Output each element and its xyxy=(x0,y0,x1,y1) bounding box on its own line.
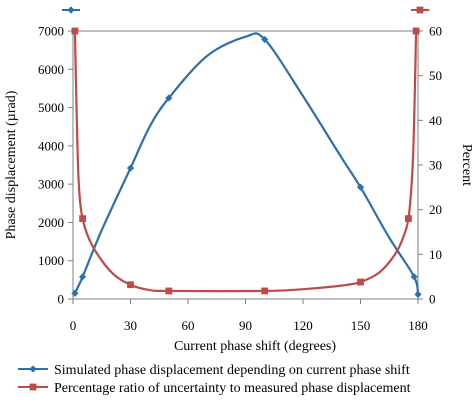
x-axis-title: Current phase shift (degrees) xyxy=(174,339,336,354)
left-y-tick-label: 1000 xyxy=(38,253,64,268)
x-tick-label: 0 xyxy=(70,318,77,333)
series-1 xyxy=(71,32,422,299)
series-layer xyxy=(71,27,422,299)
legend: Simulated phase displacement depending o… xyxy=(18,6,429,396)
x-axis: 0 30 60 90 120 150 180 xyxy=(70,299,428,333)
left-y-tick-label: 7000 xyxy=(38,24,64,39)
left-y-tick-label: 5000 xyxy=(38,100,64,115)
right-y-tick-label: 40 xyxy=(429,113,442,128)
left-y-axis: 0 1000 2000 3000 4000 5000 6000 7000 xyxy=(38,24,73,307)
series-1-point xyxy=(410,273,418,281)
series-1-axis-key-marker xyxy=(67,6,75,14)
series-1-point xyxy=(126,164,135,172)
left-y-tick-label: 3000 xyxy=(38,177,64,192)
series-2-point xyxy=(405,215,412,222)
legend-1-marker xyxy=(29,365,37,373)
right-y-tick-label: 60 xyxy=(429,24,442,39)
plot-area xyxy=(72,30,419,300)
series-1-point xyxy=(165,94,173,102)
x-tick-label: 30 xyxy=(124,318,137,333)
series-1-point xyxy=(356,183,365,191)
left-y-tick-label: 0 xyxy=(58,292,65,307)
right-y-tick-label: 20 xyxy=(429,202,442,217)
series-1-point xyxy=(78,273,87,281)
series-2-point xyxy=(71,27,79,35)
series-1-point xyxy=(261,35,269,44)
right-y-tick-label: 0 xyxy=(429,292,436,307)
series-2-point xyxy=(412,27,420,35)
x-tick-label: 180 xyxy=(408,318,428,333)
right-y-tick-label: 10 xyxy=(429,247,442,262)
series-2-point xyxy=(79,215,86,222)
legend-1-label: Simulated phase displacement depending o… xyxy=(54,363,410,378)
right-y-tick-label: 30 xyxy=(429,158,442,173)
legend-2-label: Percentage ratio of uncertainty to measu… xyxy=(54,381,411,396)
series-1-point xyxy=(414,290,422,299)
series-2-point xyxy=(165,287,173,295)
series-2 xyxy=(71,27,420,295)
left-y-axis-title: Phase displacement (µrad) xyxy=(4,90,19,239)
left-y-tick-label: 6000 xyxy=(38,62,64,77)
left-y-tick-label: 2000 xyxy=(38,215,64,230)
series-2-axis-key-marker xyxy=(416,6,424,14)
right-y-axis: 0 10 20 30 40 50 60 xyxy=(418,24,442,307)
legend-2-marker xyxy=(29,383,37,391)
right-y-tick-label: 50 xyxy=(429,68,442,83)
series-2-point xyxy=(127,281,134,289)
right-y-axis-title: Percent xyxy=(459,144,474,186)
x-tick-label: 150 xyxy=(351,318,371,333)
left-y-tick-label: 4000 xyxy=(38,138,64,153)
x-tick-label: 120 xyxy=(293,318,313,333)
x-tick-label: 60 xyxy=(182,318,195,333)
series-2-point xyxy=(261,287,269,295)
x-tick-label: 90 xyxy=(239,318,252,333)
series-2-point xyxy=(357,278,364,286)
series-1-point xyxy=(71,289,79,297)
series-1-line xyxy=(73,32,420,295)
